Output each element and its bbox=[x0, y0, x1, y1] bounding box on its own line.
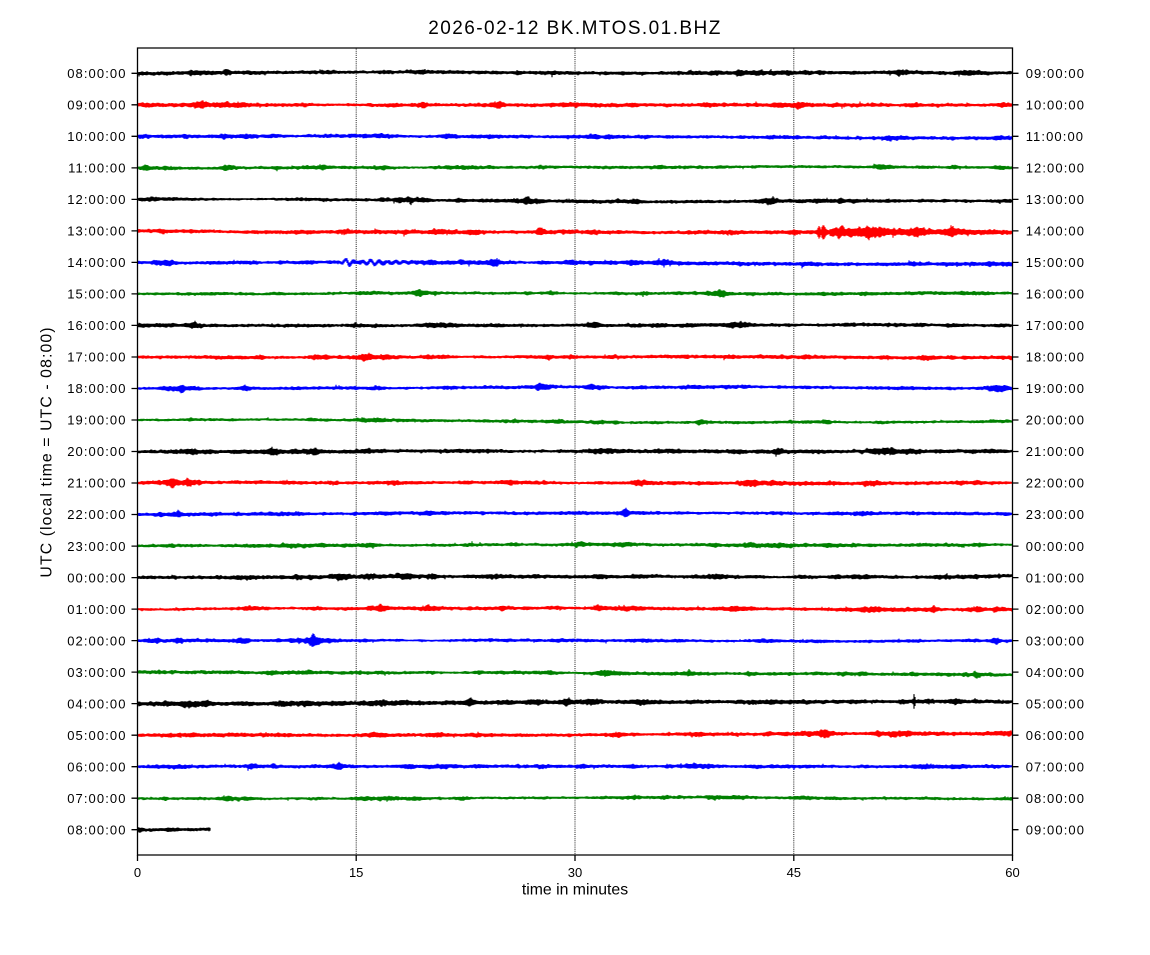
svg-text:07:00:00: 07:00:00 bbox=[1026, 759, 1085, 774]
svg-text:16:00:00: 16:00:00 bbox=[67, 318, 126, 333]
svg-text:04:00:00: 04:00:00 bbox=[1026, 665, 1085, 680]
svg-text:09:00:00: 09:00:00 bbox=[1026, 66, 1085, 81]
svg-text:01:00:00: 01:00:00 bbox=[67, 602, 126, 617]
svg-text:03:00:00: 03:00:00 bbox=[1026, 633, 1085, 648]
svg-text:13:00:00: 13:00:00 bbox=[67, 224, 126, 239]
svg-text:15: 15 bbox=[349, 865, 363, 880]
svg-text:15:00:00: 15:00:00 bbox=[1026, 255, 1085, 270]
svg-text:UTC (local time = UTC - 08:00): UTC (local time = UTC - 08:00) bbox=[39, 326, 56, 577]
svg-text:17:00:00: 17:00:00 bbox=[1026, 318, 1085, 333]
svg-text:09:00:00: 09:00:00 bbox=[1026, 822, 1085, 837]
svg-text:23:00:00: 23:00:00 bbox=[67, 539, 126, 554]
svg-text:23:00:00: 23:00:00 bbox=[1026, 507, 1085, 522]
svg-text:00:00:00: 00:00:00 bbox=[1026, 539, 1085, 554]
svg-text:19:00:00: 19:00:00 bbox=[1026, 381, 1085, 396]
svg-text:06:00:00: 06:00:00 bbox=[1026, 728, 1085, 743]
svg-text:13:00:00: 13:00:00 bbox=[1026, 192, 1085, 207]
svg-text:11:00:00: 11:00:00 bbox=[1026, 129, 1084, 144]
svg-text:17:00:00: 17:00:00 bbox=[67, 350, 126, 365]
svg-text:09:00:00: 09:00:00 bbox=[67, 98, 126, 113]
svg-text:2026-02-12 BK.MTOS.01.BHZ: 2026-02-12 BK.MTOS.01.BHZ bbox=[428, 18, 722, 39]
svg-text:12:00:00: 12:00:00 bbox=[67, 192, 126, 207]
svg-text:14:00:00: 14:00:00 bbox=[67, 255, 126, 270]
svg-text:15:00:00: 15:00:00 bbox=[67, 287, 126, 302]
svg-text:11:00:00: 11:00:00 bbox=[68, 161, 126, 176]
svg-text:45: 45 bbox=[787, 865, 801, 880]
svg-text:06:00:00: 06:00:00 bbox=[67, 759, 126, 774]
svg-text:19:00:00: 19:00:00 bbox=[67, 413, 126, 428]
svg-text:20:00:00: 20:00:00 bbox=[67, 444, 126, 459]
svg-text:12:00:00: 12:00:00 bbox=[1026, 161, 1085, 176]
svg-text:02:00:00: 02:00:00 bbox=[1026, 602, 1085, 617]
svg-text:14:00:00: 14:00:00 bbox=[1026, 224, 1085, 239]
svg-text:0: 0 bbox=[134, 865, 141, 880]
svg-text:02:00:00: 02:00:00 bbox=[67, 633, 126, 648]
svg-text:60: 60 bbox=[1005, 865, 1019, 880]
svg-text:10:00:00: 10:00:00 bbox=[1026, 98, 1085, 113]
svg-text:18:00:00: 18:00:00 bbox=[67, 381, 126, 396]
svg-text:07:00:00: 07:00:00 bbox=[67, 791, 126, 806]
svg-text:08:00:00: 08:00:00 bbox=[67, 822, 126, 837]
svg-text:20:00:00: 20:00:00 bbox=[1026, 413, 1085, 428]
svg-text:00:00:00: 00:00:00 bbox=[67, 570, 126, 585]
svg-text:05:00:00: 05:00:00 bbox=[67, 728, 126, 743]
svg-text:01:00:00: 01:00:00 bbox=[1026, 570, 1085, 585]
svg-text:03:00:00: 03:00:00 bbox=[67, 665, 126, 680]
svg-text:08:00:00: 08:00:00 bbox=[1026, 791, 1085, 806]
svg-text:21:00:00: 21:00:00 bbox=[67, 476, 126, 491]
svg-text:10:00:00: 10:00:00 bbox=[67, 129, 126, 144]
svg-text:16:00:00: 16:00:00 bbox=[1026, 287, 1085, 302]
svg-text:22:00:00: 22:00:00 bbox=[67, 507, 126, 522]
svg-text:04:00:00: 04:00:00 bbox=[67, 696, 126, 711]
svg-text:30: 30 bbox=[568, 865, 582, 880]
svg-text:18:00:00: 18:00:00 bbox=[1026, 350, 1085, 365]
svg-text:22:00:00: 22:00:00 bbox=[1026, 476, 1085, 491]
svg-text:08:00:00: 08:00:00 bbox=[67, 66, 126, 81]
svg-text:05:00:00: 05:00:00 bbox=[1026, 696, 1085, 711]
svg-text:21:00:00: 21:00:00 bbox=[1026, 444, 1085, 459]
svg-text:time in minutes: time in minutes bbox=[522, 882, 628, 899]
